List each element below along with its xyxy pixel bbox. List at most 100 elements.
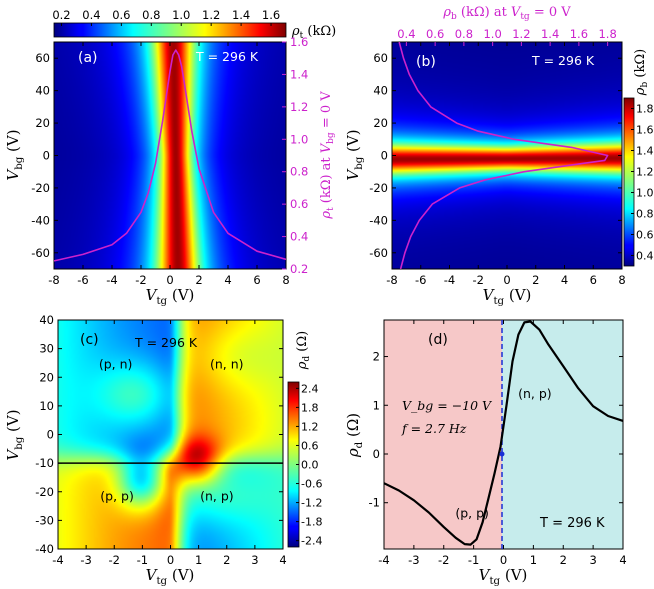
panel-b-colorbar-label: ρb (kΩ) xyxy=(633,49,650,96)
panel-b-top-tick-label: 1.2 xyxy=(512,27,530,41)
panel-c-y-tick-label: 30 xyxy=(39,342,54,356)
panel-b-y-tick-label: -20 xyxy=(369,181,388,195)
panel-b-top-tick-label: 1.8 xyxy=(598,27,616,41)
panel-d-pp-region xyxy=(384,320,503,549)
panel-c-region-label: (p, n) xyxy=(99,357,133,372)
panel-c-colorbar-tick-label: 0.6 xyxy=(301,439,319,452)
panel-d: -4 -3 -2 -1 0 1 2 3 4 -1 0 1 2 (d) (n, p) (p, p) T = 296… xyxy=(344,319,627,587)
panel-a-y-tick-label: -40 xyxy=(31,213,50,227)
panel-a-x-tick-label: -8 xyxy=(48,273,59,287)
panel-b-x-tick-label: -8 xyxy=(386,273,397,287)
panel-b-colorbar-tick-label: 1.0 xyxy=(636,187,654,200)
panel-c-colorbar-tick-label: 1.2 xyxy=(301,420,319,433)
panel-a-label: (a) xyxy=(78,50,98,66)
panel-b-top-tick-label: 0.8 xyxy=(455,27,473,41)
panel-c-heatmap xyxy=(58,320,283,549)
panel-a-heatmap xyxy=(54,42,286,269)
panel-a-right-tick-label: 1.6 xyxy=(290,35,308,49)
panel-d-region-label-pp: (p, p) xyxy=(455,505,489,520)
panel-d-x-tick-label: -1 xyxy=(468,553,479,567)
panel-b-y-tick-label: 0 xyxy=(381,149,388,163)
panel-d-xlabel: Vtg (V) xyxy=(479,566,528,587)
panel-d-condition: V_bg = −10 V xyxy=(402,398,493,413)
panel-a-right-tick-label: 0.6 xyxy=(290,197,308,211)
panel-a-xlabel: Vtg (V) xyxy=(146,286,195,307)
panel-b-x-tick-label: 8 xyxy=(618,273,625,287)
panel-c-colorbar-tick-label: 1.8 xyxy=(301,401,319,414)
panel-c-region-label: (n, n) xyxy=(210,357,244,372)
panel-a-right-tick-label: 1.2 xyxy=(290,100,308,114)
panel-b-heatmap xyxy=(392,42,622,269)
panel-c-x-tick-label: 0 xyxy=(167,553,174,567)
panel-c-x-tick-label: -1 xyxy=(137,553,148,567)
panel-a-x-tick-label: -4 xyxy=(106,273,117,287)
panel-c-x-tick-label: 2 xyxy=(223,553,230,567)
panel-b-x-tick-label: -2 xyxy=(473,273,484,287)
panel-b-x-tick-label: -4 xyxy=(444,273,455,287)
panel-a-colorbar-tick-label: 1.6 xyxy=(262,8,280,22)
panel-d-x-tick-label: 2 xyxy=(560,553,567,567)
panel-a-y-tick-label: 0 xyxy=(43,149,50,163)
panel-d-series-line xyxy=(384,320,623,546)
panel-a-right-tick-label: 0.8 xyxy=(290,165,308,179)
panel-b-y-tick-label: -40 xyxy=(369,213,388,227)
panel-b-colorbar-tick-label: 1.4 xyxy=(636,145,654,158)
panel-c-y-tick-label: 40 xyxy=(39,313,54,327)
panel-b-temperature: T = 296 K xyxy=(531,53,595,68)
panel-c-x-tick-label: 3 xyxy=(251,553,258,567)
panel-b-y-tick-label: 40 xyxy=(373,84,388,98)
panel-b-label: (b) xyxy=(416,54,436,70)
panel-b-top-tick-label: 0.6 xyxy=(426,27,444,41)
panel-d-y-tick-label: 2 xyxy=(373,350,380,364)
panel-a-x-tick-label: 0 xyxy=(166,273,173,287)
panel-a-colorbar-label: ρt (kΩ) xyxy=(291,24,336,41)
panel-d-x-tick-label: 1 xyxy=(530,553,537,567)
panel-c-x-tick-label: 1 xyxy=(195,553,202,567)
panel-d-y-tick-label: 1 xyxy=(373,398,380,412)
panel-b-colorbar-tick-label: 1.6 xyxy=(636,124,654,137)
panel-c-colorbar-tick-label: -1.2 xyxy=(301,497,322,510)
panel-c-region-label: (n, p) xyxy=(200,488,234,503)
panel-b-line-cut xyxy=(398,42,609,269)
panel-b-y-tick-label: 20 xyxy=(373,116,388,130)
panel-a-colorbar-tick-label: 1.2 xyxy=(202,8,220,22)
panel-a-right-tick-label: 0.2 xyxy=(290,262,308,276)
panel-a-y-tick-label: 40 xyxy=(35,84,50,98)
panel-b-colorbar xyxy=(623,97,635,267)
panel-b-top-tick-label: 1.4 xyxy=(541,27,559,41)
panel-a-x-tick-label: -2 xyxy=(135,273,146,287)
panel-c-y-tick-label: 10 xyxy=(39,399,54,413)
panel-b-colorbar-tick-label: 0.4 xyxy=(636,250,654,263)
panel-a-x-tick-label: -6 xyxy=(77,273,88,287)
panel-a-right-tick-label: 1.0 xyxy=(290,132,308,146)
panel-c-colorbar-label: ρd (Ω) xyxy=(295,331,312,370)
panel-a-right-axis-label: ρt (kΩ) at Vbg = 0 V xyxy=(319,91,336,220)
panel-c-ylabel: Vbg (V) xyxy=(4,409,25,460)
panel-c-x-tick-label: 4 xyxy=(279,553,286,567)
panel-a-right-tick-label: 1.4 xyxy=(290,67,308,81)
panel-c-x-tick-label: -4 xyxy=(52,553,63,567)
panel-c-y-tick-label: -30 xyxy=(35,513,54,527)
panel-c-y-tick-label: 0 xyxy=(47,428,54,442)
panel-c-colorbar-tick-label: 2.4 xyxy=(301,382,319,395)
panel-d-x-tick-label: 4 xyxy=(619,553,626,567)
panel-a: -8 -6 -4 -2 0 2 4 6 8-60-40-2002040600.20.40.60.… xyxy=(4,8,336,307)
panel-b-y-tick-label: -60 xyxy=(369,246,388,260)
panel-a-y-tick-label: -60 xyxy=(31,246,50,260)
panel-a-y-tick-label: -20 xyxy=(31,181,50,195)
panel-c-colorbar-tick-label: -1.8 xyxy=(301,516,322,529)
panel-a-colorbar xyxy=(53,22,287,38)
panel-c-y-tick-label: -10 xyxy=(35,456,54,470)
panel-d-region-label-np: (n, p) xyxy=(518,386,552,401)
panel-c-x-tick-label: -2 xyxy=(109,553,120,567)
panel-a-right-tick-label: 0.4 xyxy=(290,230,308,244)
panel-a-x-tick-label: 4 xyxy=(224,273,231,287)
panel-d-zero-point xyxy=(499,451,505,457)
panel-a-line-cut xyxy=(54,49,286,262)
panel-b-colorbar-tick-label: 1.8 xyxy=(636,103,654,116)
panel-d-np-region xyxy=(502,320,623,549)
panel-c-region-label: (p, p) xyxy=(100,488,134,503)
panel-b-x-tick-label: 6 xyxy=(590,273,597,287)
